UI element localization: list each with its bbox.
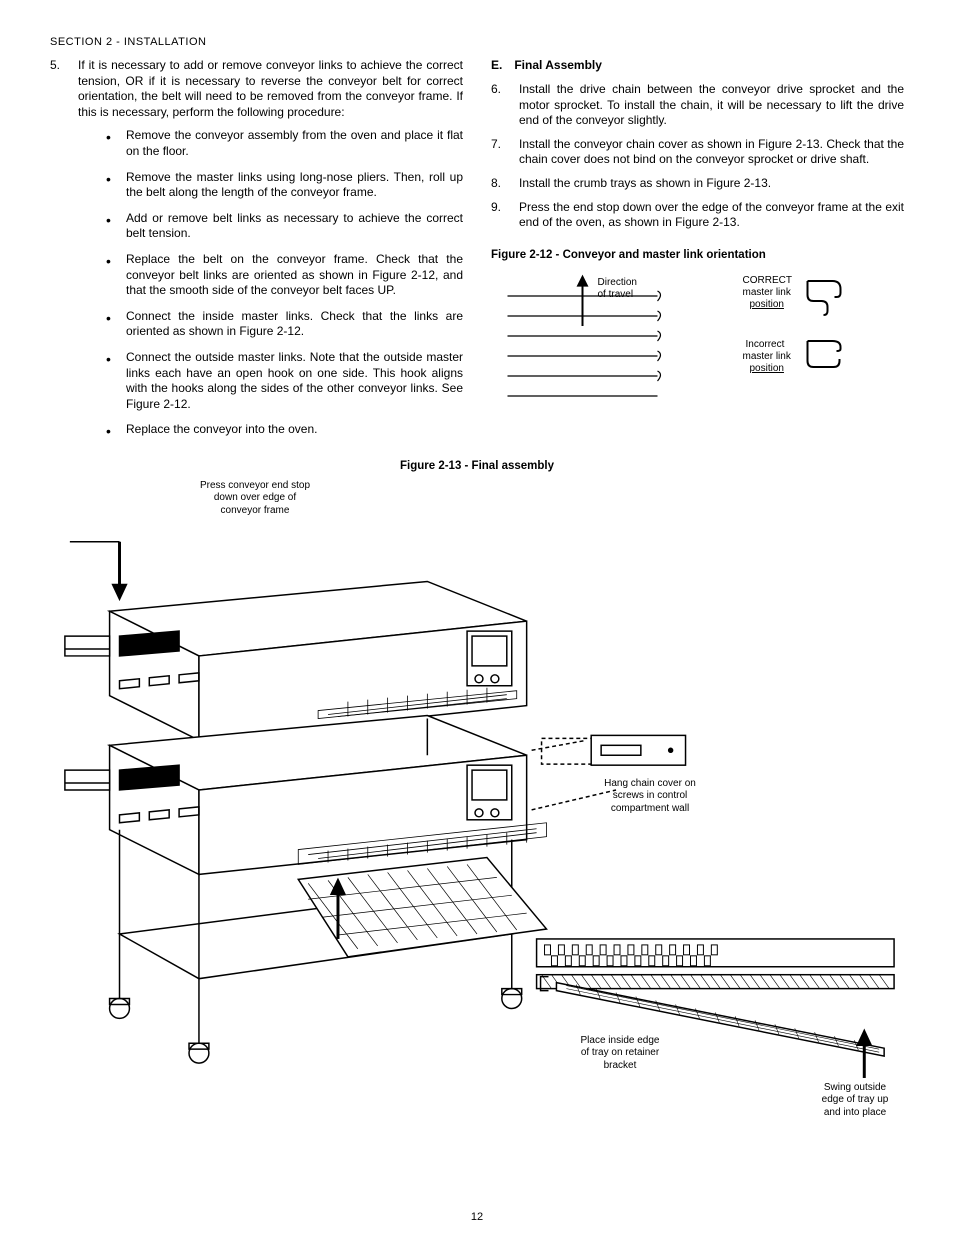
figure-2-12: Direction of travel CORRECT master link … [491,271,904,401]
callout-line: edge of tray up [822,1094,889,1105]
item-text: Install the drive chain between the conv… [519,82,904,127]
item-text: Press the end stop down over the edge of… [519,200,904,230]
callout-line: screws in control [613,790,687,801]
left-column: 5. If it is necessary to add or remove c… [50,58,463,448]
direction-label-2: of travel [598,289,634,300]
right-column: E. Final Assembly 6. Install the drive c… [491,58,904,448]
section-header: SECTION 2 - INSTALLATION [50,36,904,48]
subsection-label: E. [491,58,511,72]
correct-label-1: CORRECT [743,275,792,286]
figure-2-13-title: Figure 2-13 - Final assembly [50,460,904,472]
callout-swing-tray: Swing outside edge of tray up and into p… [800,1082,910,1120]
figure-2-12-svg: Direction of travel CORRECT master link … [491,271,904,401]
bullet-item: Remove the conveyor assembly from the ov… [106,128,463,159]
callout-line: compartment wall [611,803,689,814]
bullet-item: Connect the inside master links. Check t… [106,309,463,340]
list-item-8: 8. Install the crumb trays as shown in F… [491,176,904,192]
callout-line: and into place [824,1107,886,1118]
callout-line: bracket [604,1060,637,1071]
callout-line: conveyor frame [221,505,290,516]
list-item-5: 5. If it is necessary to add or remove c… [50,58,463,438]
list-item-7: 7. Install the conveyor chain cover as s… [491,137,904,168]
item-number: 8. [491,176,501,192]
correct-label-3: position [750,299,784,310]
item-number: 7. [491,137,501,153]
incorrect-label-3: position [750,363,784,374]
callout-end-stop: Press conveyor end stop down over edge o… [170,480,340,518]
callout-line: Place inside edge [581,1035,660,1046]
page-number: 12 [0,1211,954,1223]
figure-2-13-svg [50,480,904,1100]
bullet-item: Replace the conveyor into the oven. [106,422,463,438]
item-number: 5. [50,58,60,74]
direction-label-1: Direction [598,277,637,288]
subsection-e-heading: E. Final Assembly [491,58,904,72]
callout-line: Press conveyor end stop [200,480,310,491]
callout-tray-bracket: Place inside edge of tray on retainer br… [560,1035,680,1073]
bullet-item: Add or remove belt links as necessary to… [106,211,463,242]
callout-line: Swing outside [824,1082,886,1093]
callout-line: Hang chain cover on [604,778,696,789]
bullet-item: Connect the outside master links. Note t… [106,350,463,412]
correct-label-2: master link [743,287,792,298]
two-column-layout: 5. If it is necessary to add or remove c… [50,58,904,448]
item-number: 9. [491,200,501,216]
bullet-item: Remove the master links using long-nose … [106,170,463,201]
figure-2-12-title: Figure 2-12 - Conveyor and master link o… [491,249,904,261]
item-text: Install the crumb trays as shown in Figu… [519,176,771,190]
item-text: If it is necessary to add or remove conv… [78,58,463,119]
subsection-title: Final Assembly [514,58,602,72]
callout-line: down over edge of [214,492,296,503]
callout-line: of tray on retainer [581,1047,659,1058]
bullet-item: Replace the belt on the conveyor frame. … [106,252,463,299]
bullet-list: Remove the conveyor assembly from the ov… [78,128,463,438]
figure-2-13: Press conveyor end stop down over edge o… [50,480,904,1103]
item-text: Install the conveyor chain cover as show… [519,137,904,167]
incorrect-label-1: Incorrect [746,339,785,350]
incorrect-label-2: master link [743,351,792,362]
item-number: 6. [491,82,501,98]
callout-chain-cover: Hang chain cover on screws in control co… [580,778,720,816]
list-item-6: 6. Install the drive chain between the c… [491,82,904,129]
list-item-9: 9. Press the end stop down over the edge… [491,200,904,231]
